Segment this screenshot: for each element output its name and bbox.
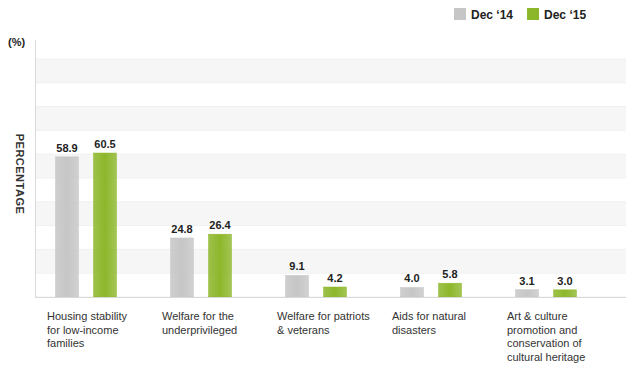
x-tick-label-line: Welfare for the	[162, 310, 234, 322]
legend-label: Dec ‘14	[471, 8, 513, 22]
x-tick-label-line: families	[47, 337, 85, 349]
data-label: 3.1	[519, 275, 534, 287]
x-tick-label-line: conservation of	[507, 337, 583, 349]
x-tick-label-line: disasters	[392, 324, 437, 336]
x-tick-label: Welfare for the underprivileged	[162, 310, 237, 336]
grid-line	[35, 82, 626, 83]
bar	[56, 157, 79, 297]
grid-line	[35, 130, 626, 131]
bar	[401, 287, 424, 297]
grid-band	[35, 154, 626, 178]
legend-label: Dec ‘15	[544, 8, 586, 22]
chart: 58.9 60.5 24.8 26.4 9.1 4.2 4.0 5.8 3.1 3.0 Housin…	[0, 0, 641, 375]
x-tick-label-line: promotion and	[507, 324, 577, 336]
y-unit-label: (%)	[8, 36, 25, 48]
x-tick-label-line: Welfare for patriots	[277, 310, 370, 322]
grid	[35, 59, 626, 297]
data-label: 26.4	[209, 219, 231, 231]
bar	[324, 287, 347, 297]
bar	[94, 153, 117, 297]
data-label: 9.1	[289, 260, 304, 272]
bar	[516, 290, 539, 297]
x-tick-label-line: Art & culture	[507, 310, 568, 322]
x-tick-label-line: cultural heritage	[507, 351, 585, 363]
x-tick-label-line: & veterans	[277, 324, 330, 336]
bar	[209, 234, 232, 297]
y-axis-title: PERCENTAGE	[14, 134, 26, 215]
x-tick-label-line: Aids for natural	[392, 310, 466, 322]
x-tick-label: Welfare for patriots & veterans	[277, 310, 370, 336]
x-axis	[35, 297, 626, 298]
legend-swatch	[527, 8, 539, 20]
legend: Dec ‘14 Dec ‘15	[454, 8, 586, 22]
data-label: 24.8	[171, 223, 192, 235]
bar	[439, 283, 462, 297]
data-label: 60.5	[94, 138, 115, 150]
data-label: 4.2	[327, 272, 342, 284]
x-tick-label: Art & culture promotion andconservation o…	[507, 310, 585, 363]
grid-band	[35, 202, 626, 226]
bar	[286, 275, 309, 297]
data-label: 3.0	[557, 275, 572, 287]
bars	[56, 153, 577, 297]
grid-line	[35, 178, 626, 179]
grid-line	[35, 249, 626, 250]
grid-line	[35, 225, 626, 226]
data-label: 4.0	[404, 272, 419, 284]
bar	[554, 290, 577, 297]
grid-band	[35, 59, 626, 83]
data-label: 58.9	[56, 142, 77, 154]
grid-band	[35, 107, 626, 131]
x-tick-label: Aids for natural disasters	[392, 310, 466, 336]
grid-band	[35, 249, 626, 273]
x-tick-label-line: Housing stability	[47, 310, 128, 322]
data-labels: 58.9 60.5 24.8 26.4 9.1 4.2 4.0 5.8 3.1 3.0	[56, 138, 572, 287]
grid-line	[35, 106, 626, 107]
grid-line	[35, 59, 626, 60]
data-label: 5.8	[442, 268, 457, 280]
grid-line	[35, 201, 626, 202]
chart-root: 58.9 60.5 24.8 26.4 9.1 4.2 4.0 5.8 3.1 3.0 Housin…	[0, 0, 641, 375]
legend-swatch	[454, 8, 466, 20]
x-tick-label-line: for low-income	[47, 324, 119, 336]
bar	[171, 238, 194, 297]
x-tick-label: Housing stability for low-incomefamilies	[47, 310, 128, 349]
grid-line	[35, 154, 626, 155]
x-tick-label-line: underprivileged	[162, 324, 237, 336]
y-axis	[35, 40, 36, 297]
